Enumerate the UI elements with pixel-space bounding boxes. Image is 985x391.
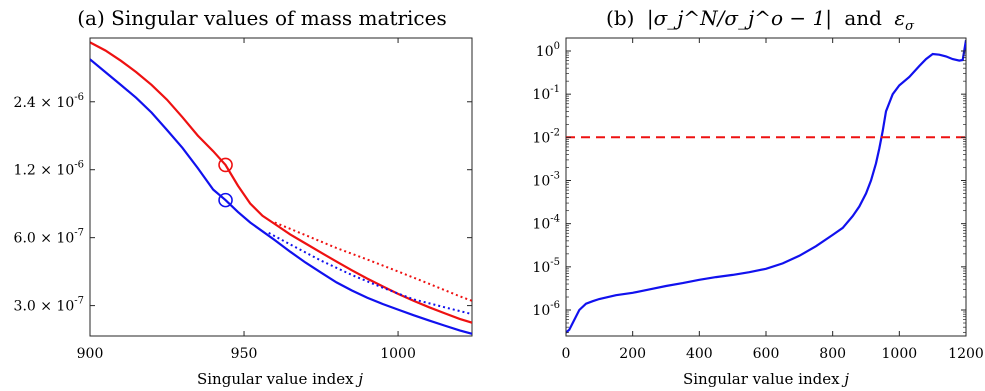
panel-a-x-axis-label: Singular value index j	[197, 370, 363, 388]
panel-a-plot-area	[90, 41, 472, 335]
x-tick-label: 400	[686, 346, 713, 362]
panel-b: (b) |σ_j^N/σ_j^o − 1| and εσ 0 200 400 600 8…	[532, 6, 983, 388]
x-tick-label: 1000	[380, 346, 416, 362]
panel-b-title: (b) |σ_j^N/σ_j^o − 1| and εσ	[606, 6, 915, 34]
y-tick-label: 2.4 × 10-6	[14, 92, 84, 111]
y-tick-label: 10-5	[532, 257, 560, 276]
x-tick-label: 1200	[948, 346, 984, 362]
x-tick-label: 200	[619, 346, 646, 362]
x-tick-label: 900	[77, 346, 104, 362]
x-tick-label: 0	[562, 346, 571, 362]
y-tick-label: 1.2 × 10-6	[14, 160, 84, 179]
y-tick-label: 3.0 × 10-7	[14, 296, 84, 315]
panel-a-series-1-dotted-line	[274, 221, 472, 302]
x-tick-label: 800	[819, 346, 846, 362]
panel-b-plot-area	[566, 39, 966, 334]
y-tick-label: 6.0 × 10-7	[14, 228, 84, 247]
panel-b-axes-box	[565, 37, 967, 337]
panel-a-series-2-solid-line	[90, 58, 472, 335]
y-tick-label: 10-1	[532, 84, 560, 103]
panel-a-marker-1	[218, 192, 233, 208]
y-tick-label: 10-2	[532, 127, 560, 146]
panel-a-marker-0	[218, 157, 233, 173]
panel-b-series-0-solid-line	[566, 39, 966, 334]
panel-a-ticks: 900 950 1000 3.0 × 10-7 6.0 × 10-7 1.2 × 10-6…	[14, 38, 472, 362]
panel-a-series-0-solid-line	[90, 41, 472, 324]
y-tick-label: 10-4	[532, 214, 560, 233]
y-tick-label: 10-3	[532, 171, 560, 190]
panel-a: (a) Singular values of mass matrices 900…	[14, 6, 473, 388]
panel-b-x-axis-label: Singular value index j	[683, 370, 849, 388]
x-tick-label: 1000	[882, 346, 918, 362]
panel-a-series-3-dotted-line	[268, 232, 472, 316]
panel-a-axes-box	[89, 37, 473, 337]
panel-b-ticks: 0 200 400 600 800 1000 1200 10-6 10-5 10-4 10-3 10-…	[532, 37, 984, 362]
x-tick-label: 950	[231, 346, 258, 362]
x-tick-label: 600	[753, 346, 780, 362]
panel-a-title: (a) Singular values of mass matrices	[77, 6, 447, 30]
y-tick-label: 10-6	[532, 300, 560, 319]
y-tick-label: 100	[536, 41, 560, 60]
